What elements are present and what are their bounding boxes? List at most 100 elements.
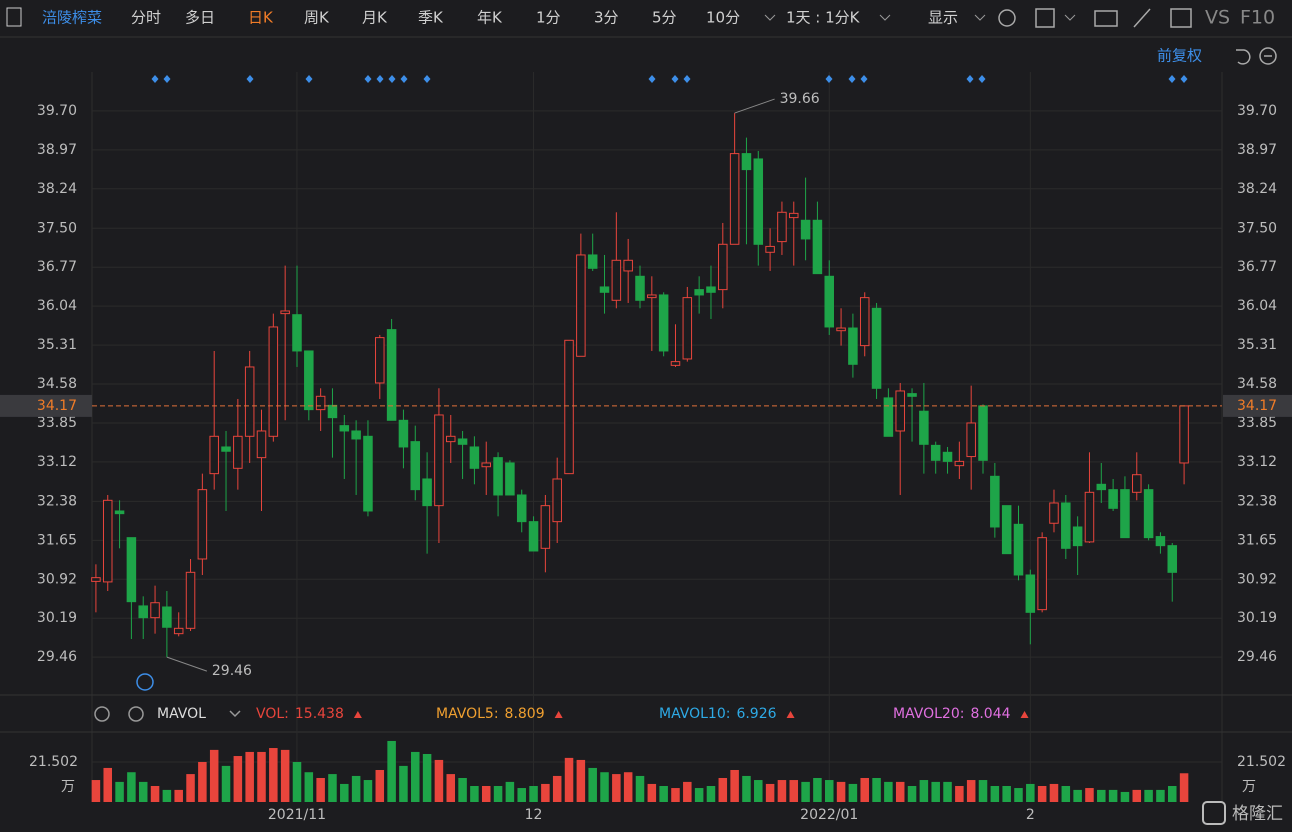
period-tab[interactable]: 日K [248, 9, 274, 27]
candle-body [1132, 474, 1142, 493]
candle-body [315, 395, 326, 411]
y-tick-label: 30.19 [37, 610, 77, 626]
volume-bar [694, 788, 704, 802]
period-tab[interactable]: 1分 [536, 9, 561, 27]
volume-bar [446, 774, 456, 802]
undo-icon[interactable] [1236, 49, 1251, 65]
y-tick-label-right: 36.77 [1237, 259, 1277, 275]
event-marker[interactable] [683, 75, 691, 83]
candle-body [233, 435, 243, 469]
event-marker[interactable] [860, 75, 868, 83]
event-marker[interactable] [151, 75, 159, 83]
period-tab[interactable]: 10分 [706, 9, 740, 27]
event-marker[interactable] [400, 75, 408, 83]
volume-bar [777, 780, 787, 802]
stock-name[interactable]: 涪陵榨菜 [42, 9, 102, 27]
volume-bar [387, 740, 396, 802]
candle-body [244, 366, 255, 437]
legend-name: MAVOL10: [659, 706, 730, 722]
event-marker[interactable] [1168, 75, 1176, 83]
volume-bar [1168, 785, 1177, 802]
indicator-name[interactable]: MAVOL [157, 706, 206, 722]
period-tab[interactable]: 分时 [131, 9, 161, 27]
volume-bar [505, 781, 515, 802]
event-icon[interactable] [136, 673, 154, 691]
menu-icon[interactable] [6, 7, 22, 27]
volume-bar [813, 777, 822, 802]
volume-bar [907, 785, 917, 802]
close-icon[interactable] [128, 706, 144, 722]
period-tab[interactable]: 5分 [652, 9, 677, 27]
dropdown-icon[interactable] [229, 710, 241, 718]
volume-bar [1097, 789, 1106, 802]
event-marker[interactable] [1180, 75, 1188, 83]
display[interactable]: 显示 [928, 9, 958, 27]
vs[interactable]: VS [1205, 7, 1230, 29]
period-tab[interactable]: 多日 [185, 9, 215, 27]
event-marker[interactable] [978, 75, 986, 83]
candle-body [1143, 489, 1154, 539]
camera-icon[interactable] [1094, 10, 1118, 27]
volume-bar [481, 785, 491, 802]
volume-bar [955, 785, 964, 802]
candle-body [919, 410, 929, 445]
volume-bar [103, 767, 112, 802]
zoom-out-icon[interactable] [1259, 47, 1277, 65]
candle-body [268, 326, 279, 437]
y-tick-label-right: 30.19 [1237, 610, 1277, 626]
candle-body [445, 435, 456, 443]
event-marker[interactable] [423, 75, 431, 83]
event-marker[interactable] [848, 75, 856, 83]
f10[interactable]: F10 [1240, 7, 1275, 29]
event-marker[interactable] [305, 75, 313, 83]
candle-body [221, 446, 231, 452]
period-tab[interactable]: 月K [362, 9, 388, 27]
volume-bar [671, 788, 680, 802]
settings-icon[interactable] [94, 706, 110, 722]
last-price-box [0, 394, 92, 417]
candle-body [883, 397, 894, 437]
dropdown-arrow [764, 14, 776, 21]
event-marker[interactable] [376, 75, 384, 83]
period-tab[interactable]: 年K [477, 9, 503, 27]
period-tab[interactable]: 3分 [594, 9, 619, 27]
interval[interactable]: 1天 : 1分K [786, 9, 861, 27]
volume-bar [564, 757, 574, 802]
event-marker[interactable] [246, 75, 254, 83]
event-marker[interactable] [163, 75, 171, 83]
fullscreen-icon[interactable] [1170, 8, 1192, 28]
settings-icon[interactable] [998, 9, 1016, 27]
dropdown-arrow [879, 14, 891, 21]
period-tab[interactable]: 周K [304, 9, 330, 27]
adjust[interactable]: 前复权 [1157, 47, 1202, 65]
period-tab[interactable]: 季K [418, 9, 444, 27]
y-tick-label: 35.31 [37, 337, 77, 353]
volume-bar [706, 785, 716, 802]
candle-body [162, 606, 172, 628]
candle-body [505, 462, 515, 496]
volume-bar [1132, 789, 1142, 802]
candle-body [611, 259, 622, 301]
volume-bar [541, 783, 550, 802]
dropdown-arrow [974, 14, 986, 21]
x-tick-label: 2022/01 [800, 807, 858, 823]
volume-bar [127, 772, 136, 802]
legend-arrow [1020, 711, 1029, 718]
volume-bar [292, 761, 302, 802]
event-marker[interactable] [966, 75, 974, 83]
pen-icon[interactable] [1133, 8, 1151, 28]
volume-bar [233, 756, 243, 802]
candle-body [1120, 489, 1130, 539]
dropdown-arrow [1064, 14, 1076, 21]
volume-bar [576, 759, 586, 802]
event-marker[interactable] [648, 75, 656, 83]
volume-bar [718, 777, 728, 802]
max-price-label: 39.66 [780, 91, 820, 107]
event-marker[interactable] [388, 75, 396, 83]
candle-body [635, 275, 645, 301]
event-marker[interactable] [825, 75, 833, 83]
box-icon[interactable] [1035, 8, 1055, 28]
event-marker[interactable] [671, 75, 679, 83]
event-marker[interactable] [364, 75, 372, 83]
candle-body [623, 259, 633, 272]
